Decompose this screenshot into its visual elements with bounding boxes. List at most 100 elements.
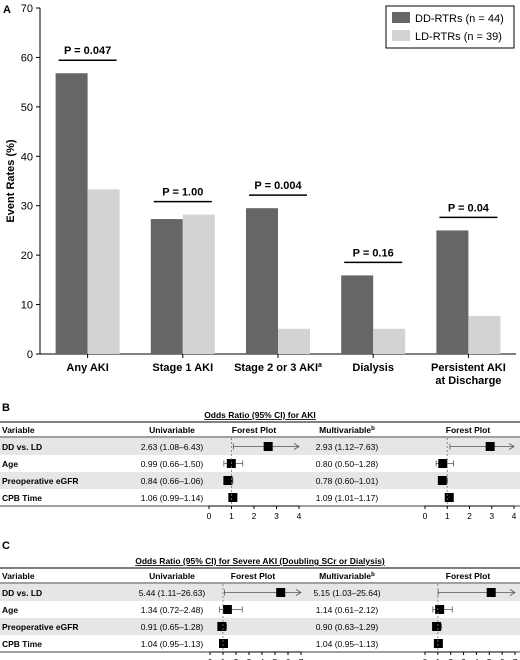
y-axis-title: Event Rates (%) bbox=[5, 139, 17, 222]
category-label: Stage 2 or 3 AKIa bbox=[234, 362, 322, 374]
row-multivariable: 1.14 (0.61–2.12) bbox=[316, 605, 379, 615]
row-variable: CPB Time bbox=[2, 639, 42, 649]
forest-tick-label: 1 bbox=[445, 511, 450, 521]
y-tick-label: 30 bbox=[21, 201, 33, 213]
forest-tick-label: 0 bbox=[423, 657, 428, 660]
table-title: Odds Ratio (95% CI) for Severe AKI (Doub… bbox=[135, 556, 385, 566]
forest-tick-label: 1 bbox=[229, 511, 234, 521]
pvalue-label: P = 0.047 bbox=[64, 45, 111, 57]
panel-label-c: C bbox=[2, 540, 10, 552]
pvalue-label: P = 1.00 bbox=[162, 187, 203, 199]
point-estimate bbox=[486, 588, 496, 597]
forest-tick-label: 2 bbox=[448, 657, 453, 660]
row-univariable: 1.06 (0.99–1.14) bbox=[141, 493, 204, 503]
forest-tick-label: 0 bbox=[423, 511, 428, 521]
legend-swatch bbox=[392, 12, 410, 23]
forest-tick-label: 7 bbox=[513, 657, 518, 660]
point-estimate bbox=[435, 605, 445, 614]
column-header: Variable bbox=[2, 425, 35, 435]
point-estimate bbox=[223, 476, 233, 485]
row-variable: Preoperative eGFR bbox=[2, 476, 79, 486]
bar-dd bbox=[246, 208, 278, 354]
forest-tick-label: 4 bbox=[297, 511, 302, 521]
pvalue-label: P = 0.04 bbox=[448, 202, 490, 214]
point-estimate bbox=[432, 622, 442, 631]
category-label: at Discharge bbox=[435, 375, 501, 387]
ci-arrow bbox=[293, 443, 300, 450]
row-univariable: 5.44 (1.11–26.63) bbox=[139, 588, 206, 598]
row-variable: Age bbox=[2, 605, 18, 615]
bar-ld bbox=[468, 315, 501, 354]
column-header: Forest Plot bbox=[446, 425, 491, 435]
forest-tick-label: 3 bbox=[274, 511, 279, 521]
column-header: Univariable bbox=[149, 425, 195, 435]
panel-label-a: A bbox=[3, 4, 11, 16]
row-univariable: 1.34 (0.72–2.48) bbox=[141, 605, 204, 615]
y-tick-label: 60 bbox=[21, 52, 33, 64]
row-univariable: 0.91 (0.65–1.28) bbox=[141, 622, 204, 632]
panel-label-b: B bbox=[2, 402, 10, 414]
y-tick-label: 50 bbox=[21, 102, 33, 114]
bar-ld bbox=[87, 189, 120, 354]
forest-tick-label: 2 bbox=[252, 511, 257, 521]
column-header: Forest Plot bbox=[446, 571, 491, 581]
row-multivariable: 0.90 (0.63–1.29) bbox=[316, 622, 379, 632]
table-row-band bbox=[0, 472, 520, 489]
row-univariable: 2.63 (1.08–6.43) bbox=[141, 442, 204, 452]
forest-tick-label: 5 bbox=[273, 657, 278, 660]
bar-dd bbox=[150, 219, 183, 354]
table-title: Odds Ratio (95% CI) for AKI bbox=[204, 410, 316, 420]
row-multivariable: 2.93 (1.12–7.63) bbox=[316, 442, 379, 452]
category-label: Any AKI bbox=[66, 362, 108, 374]
forest-tick-label: 6 bbox=[286, 657, 291, 660]
bar-ld bbox=[182, 214, 215, 354]
category-label: Stage 1 AKI bbox=[152, 362, 213, 374]
forest-tick-label: 2 bbox=[467, 511, 472, 521]
forest-tick-label: 7 bbox=[299, 657, 304, 660]
bar-dd bbox=[55, 73, 88, 354]
point-estimate bbox=[444, 493, 454, 502]
forest-tick-label: 3 bbox=[247, 657, 252, 660]
ci-arrow bbox=[508, 443, 515, 450]
column-header: Univariable bbox=[149, 571, 195, 581]
y-tick-label: 70 bbox=[21, 3, 33, 15]
row-variable: DD vs. LD bbox=[2, 442, 42, 452]
footnote-superscript: b bbox=[371, 572, 375, 578]
forest-tick-label: 0 bbox=[207, 511, 212, 521]
column-header: Multivariableb bbox=[319, 571, 375, 581]
point-estimate bbox=[437, 476, 447, 485]
point-estimate bbox=[485, 442, 495, 451]
category-label: Persistent AKI bbox=[431, 362, 506, 374]
point-estimate bbox=[433, 639, 443, 648]
forest-tick-label: 3 bbox=[461, 657, 466, 660]
forest-tick-label: 4 bbox=[512, 511, 517, 521]
ci-arrow bbox=[295, 589, 302, 596]
row-univariable: 0.99 (0.66–1.50) bbox=[141, 459, 204, 469]
pvalue-label: P = 0.004 bbox=[254, 180, 302, 192]
point-estimate bbox=[219, 639, 229, 648]
legend-label: LD-RTRs (n = 39) bbox=[415, 31, 502, 43]
footnote-superscript: b bbox=[371, 426, 375, 432]
forest-tick-label: 1 bbox=[221, 657, 226, 660]
point-estimate bbox=[438, 459, 448, 468]
legend-swatch bbox=[392, 30, 410, 41]
row-univariable: 0.84 (0.66–1.06) bbox=[141, 476, 204, 486]
forest-tick-label: 1 bbox=[435, 657, 440, 660]
row-multivariable: 0.80 (0.50–1.28) bbox=[316, 459, 379, 469]
table-row-band bbox=[0, 618, 520, 635]
row-multivariable: 0.78 (0.60–1.01) bbox=[316, 476, 379, 486]
column-header: Variable bbox=[2, 571, 35, 581]
y-tick-label: 0 bbox=[27, 349, 33, 361]
row-variable: CPB Time bbox=[2, 493, 42, 503]
point-estimate bbox=[263, 442, 273, 451]
row-variable: DD vs. LD bbox=[2, 588, 42, 598]
point-estimate bbox=[276, 588, 286, 597]
y-tick-label: 20 bbox=[21, 250, 33, 262]
row-multivariable: 5.15 (1.03–25.64) bbox=[313, 588, 380, 598]
column-header: Forest Plot bbox=[231, 571, 276, 581]
forest-tick-label: 4 bbox=[474, 657, 479, 660]
bar-dd bbox=[341, 275, 374, 354]
bar-dd bbox=[436, 230, 469, 354]
bar-ld bbox=[278, 328, 310, 354]
